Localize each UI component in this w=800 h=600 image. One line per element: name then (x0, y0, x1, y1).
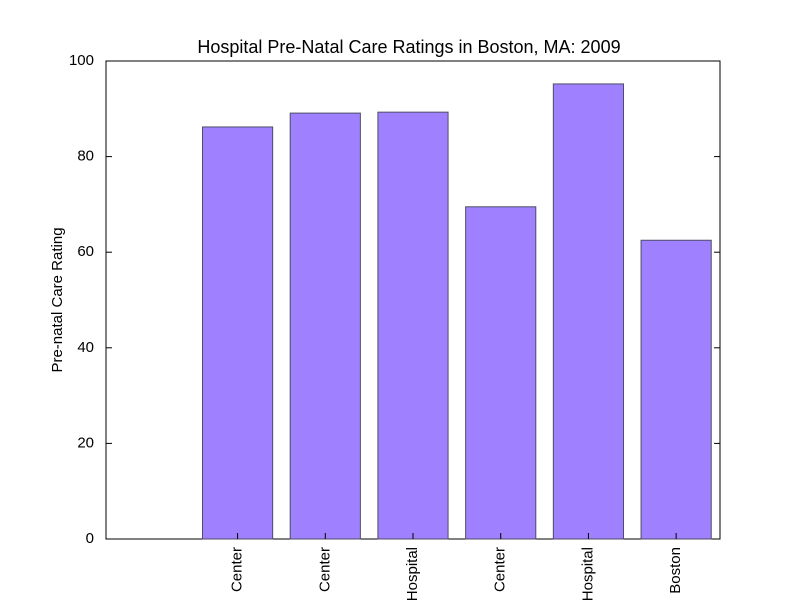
y-tick-label: 20 (77, 434, 94, 451)
bar-4 (465, 206, 537, 540)
y-tick-label: 100 (69, 52, 94, 69)
x-tick-label: Center (492, 547, 509, 592)
x-axis: Center Center Hospital Center Hospital Boston (229, 533, 684, 600)
x-tick-label: Boston (667, 547, 684, 594)
y-axis-label: Pre-natal Care Rating (49, 227, 66, 372)
chart-title: Hospital Pre-Natal Care Ratings in Bosto… (197, 37, 620, 57)
bar-6 (640, 239, 712, 540)
y-axis: 0 20 40 60 80 100 (69, 52, 720, 547)
y-tick-label: 80 (77, 148, 94, 165)
y-tick-label: 60 (77, 243, 94, 260)
x-tick-label: Hospital (579, 547, 596, 600)
y-tick-label: 40 (77, 339, 94, 356)
bar-5 (552, 83, 625, 540)
bar-3 (377, 111, 449, 540)
plot-area: 0 20 40 60 80 100 Center Center Hospital Center H… (69, 52, 721, 600)
bar-1 (201, 126, 274, 540)
bars (201, 83, 712, 540)
bar-2 (289, 112, 361, 540)
y-tick-label: 0 (86, 530, 94, 547)
x-tick-label: Hospital (404, 547, 421, 600)
x-tick-label: Center (316, 547, 333, 592)
x-tick-label: Center (229, 547, 246, 592)
